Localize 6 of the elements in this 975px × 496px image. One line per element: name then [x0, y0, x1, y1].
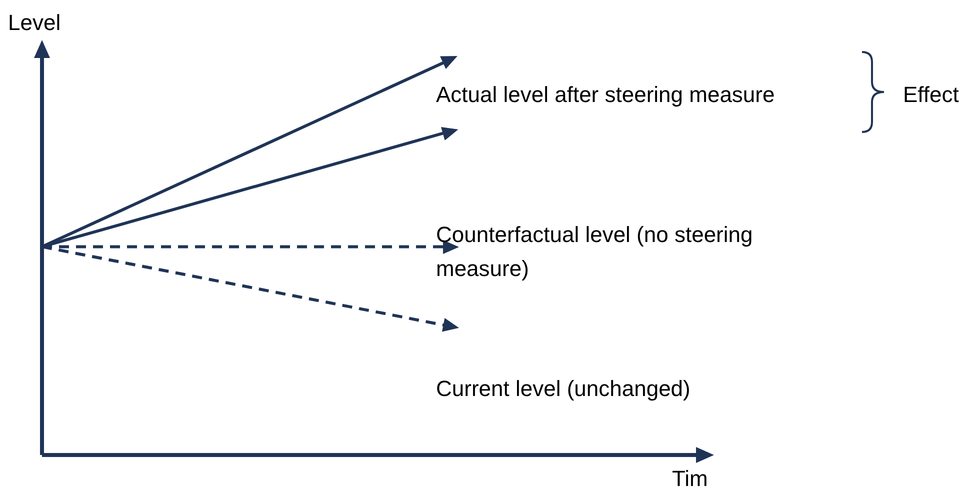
annotation: Current level (unchanged) — [436, 375, 692, 403]
text: Effect — [903, 81, 960, 109]
annotation: Counterfactual level (no steering measure) — [436, 221, 754, 283]
y-axis-title: Level — [8, 9, 61, 37]
x-axis-title: Tim — [672, 465, 708, 493]
annotation: Actual level after steering measure — [436, 81, 776, 109]
